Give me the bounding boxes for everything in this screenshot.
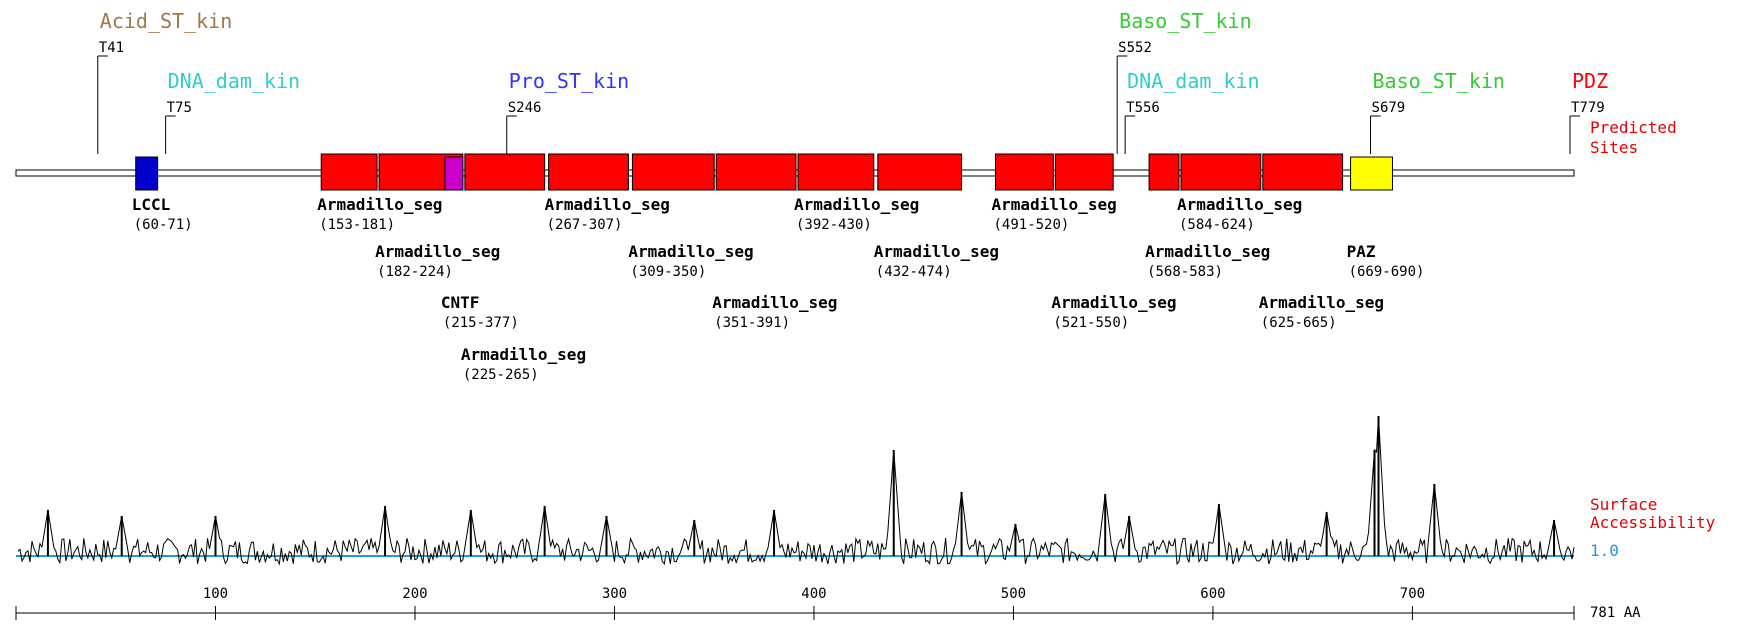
domain-range-15: (669-690): [1349, 264, 1425, 280]
domain-box-14: [1262, 153, 1344, 191]
length-label: 781 AA: [1590, 605, 1641, 621]
domain-name-7: Armadillo_seg: [712, 293, 837, 312]
site-name-6: PDZ: [1572, 69, 1608, 93]
domain-range-1: (153-181): [319, 217, 395, 233]
domain-range-12: (568-583): [1147, 264, 1223, 280]
site-name-4: DNA_dam_kin: [1127, 69, 1259, 93]
axis-tick-label-5: 600: [1200, 586, 1225, 602]
site-name-2: Pro_ST_kin: [509, 69, 629, 93]
site-position-1: T75: [167, 100, 192, 116]
axis-tick-label-4: 500: [1001, 586, 1026, 602]
domain-name-13: Armadillo_seg: [1177, 195, 1302, 214]
domain-range-6: (309-350): [630, 264, 706, 280]
domain-box-6: [631, 153, 715, 191]
site-name-3: Baso_ST_kin: [1119, 9, 1251, 33]
site-position-0: T41: [99, 40, 124, 56]
domain-range-0: (60-71): [134, 217, 193, 233]
accessibility-label-1: Surface: [1590, 495, 1657, 514]
domain-box-5: [548, 153, 629, 191]
site-position-6: T779: [1571, 100, 1605, 116]
domain-name-4: Armadillo_seg: [461, 345, 586, 364]
domain-name-3: CNTF: [441, 293, 480, 312]
predicted-sites-label-1: Predicted: [1590, 118, 1677, 137]
domain-name-11: Armadillo_seg: [1051, 293, 1176, 312]
domain-name-9: Armadillo_seg: [874, 242, 999, 261]
domain-name-15: PAZ: [1347, 242, 1376, 261]
site-position-3: S552: [1118, 40, 1152, 56]
site-position-4: T556: [1126, 100, 1160, 116]
domain-range-7: (351-391): [714, 315, 790, 331]
domain-name-0: LCCL: [132, 195, 171, 214]
predicted-sites-label-2: Sites: [1590, 138, 1638, 157]
accessibility-trace: [17, 415, 1575, 566]
site-position-2: S246: [508, 100, 542, 116]
domain-range-9: (432-474): [876, 264, 952, 280]
domains-layer: [135, 153, 1393, 191]
domain-box-3: [444, 156, 464, 191]
domain-range-5: (267-307): [547, 217, 623, 233]
domain-name-5: Armadillo_seg: [545, 195, 670, 214]
domain-name-8: Armadillo_seg: [794, 195, 919, 214]
surface-accessibility-plot: [16, 415, 1575, 566]
site-name-0: Acid_ST_kin: [100, 9, 232, 33]
domain-name-12: Armadillo_seg: [1145, 242, 1270, 261]
domain-box-12: [1148, 153, 1180, 191]
domain-box-4: [464, 153, 546, 191]
domain-box-15: [1350, 156, 1393, 191]
domain-name-1: Armadillo_seg: [317, 195, 442, 214]
domain-name-10: Armadillo_seg: [991, 195, 1116, 214]
site-name-1: DNA_dam_kin: [168, 69, 300, 93]
domain-name-14: Armadillo_seg: [1259, 293, 1384, 312]
domain-name-2: Armadillo_seg: [375, 242, 500, 261]
domain-range-8: (392-430): [796, 217, 872, 233]
domain-box-8: [797, 153, 875, 191]
domain-range-10: (491-520): [993, 217, 1069, 233]
baseline-value-label: 1.0: [1590, 541, 1619, 560]
domain-range-11: (521-550): [1053, 315, 1129, 331]
domain-range-13: (584-624): [1179, 217, 1255, 233]
axis-tick-label-2: 300: [602, 586, 627, 602]
site-name-5: Baso_ST_kin: [1373, 69, 1505, 93]
accessibility-label-2: Accessibility: [1590, 513, 1716, 532]
domain-box-10: [994, 153, 1054, 191]
axis-tick-label-0: 100: [203, 586, 228, 602]
domain-labels-layer: LCCL (60-71) Armadillo_seg (153-181) Armadil…: [132, 195, 1425, 383]
domain-box-0: [135, 156, 159, 191]
domain-range-2: (182-224): [377, 264, 453, 280]
domain-box-13: [1180, 153, 1262, 191]
axis-tick-label-1: 200: [402, 586, 427, 602]
domain-range-14: (625-665): [1261, 315, 1337, 331]
domain-box-11: [1054, 153, 1114, 191]
domain-box-7: [715, 153, 797, 191]
domain-range-3: (215-377): [443, 315, 519, 331]
domain-box-1: [320, 153, 378, 191]
domain-name-6: Armadillo_seg: [628, 242, 753, 261]
domain-box-9: [877, 153, 963, 191]
axis-tick-label-6: 700: [1400, 586, 1425, 602]
site-position-5: S679: [1372, 100, 1406, 116]
axis-tick-label-3: 400: [801, 586, 826, 602]
domain-range-4: (225-265): [463, 367, 539, 383]
predicted-sites-layer: Acid_ST_kin T41 DNA_dam_kin T75 Pro_ST_kin S2…: [97, 9, 1608, 154]
residue-axis: 100 200 300 400 500 600 700: [15, 586, 1575, 620]
